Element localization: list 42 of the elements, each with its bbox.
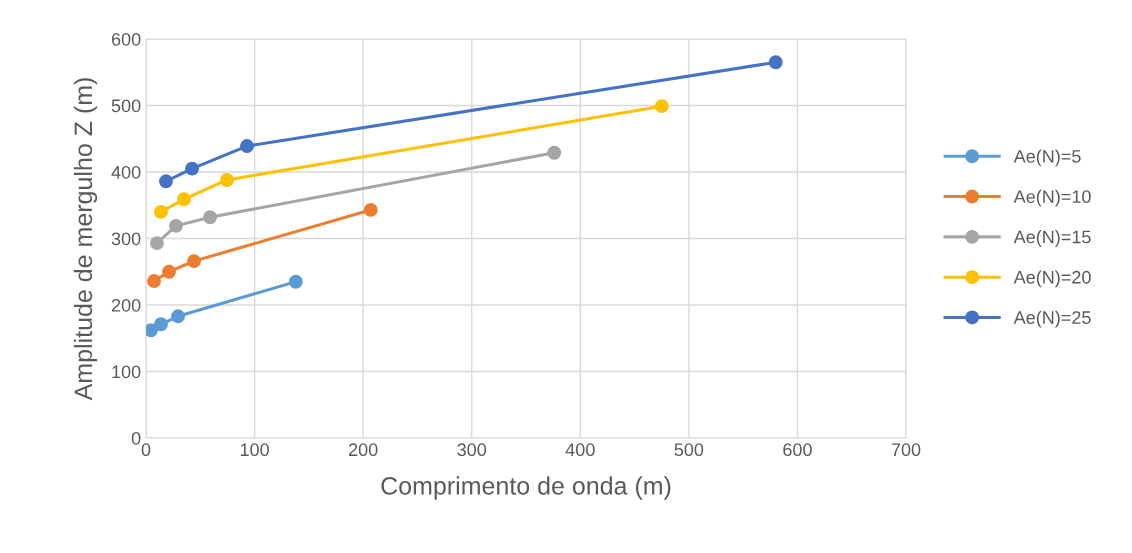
x-tick-label: 0	[141, 443, 151, 457]
point	[154, 204, 168, 219]
y-tick-label: 200	[111, 298, 141, 312]
point	[146, 323, 158, 338]
point	[240, 139, 254, 154]
legend-label: Ae(N)=20	[1013, 270, 1091, 288]
x-tick-label: 100	[240, 443, 269, 457]
y-tick-label: 300	[111, 232, 141, 246]
y-tick-label: 500	[111, 99, 141, 113]
point	[220, 173, 234, 187]
x-tick-label: 700	[891, 443, 921, 457]
x-tick-label: 600	[783, 443, 812, 457]
point	[547, 145, 562, 160]
point	[154, 317, 168, 332]
x-tick-label: 500	[674, 443, 704, 457]
x-tick-label: 400	[565, 443, 595, 457]
y-tick-label: 100	[112, 365, 141, 379]
legend-label: Ae(N)=5	[1013, 149, 1081, 167]
x-tick-label: 300	[457, 443, 487, 457]
y-tick-label: 0	[131, 431, 141, 445]
legend-label: Ae(N)=25	[1013, 310, 1091, 328]
point	[654, 99, 669, 114]
point	[363, 202, 378, 217]
point	[169, 218, 183, 233]
point	[162, 264, 176, 279]
point	[203, 210, 218, 225]
point	[150, 236, 164, 251]
point	[768, 55, 783, 70]
point	[187, 254, 201, 269]
point	[147, 274, 161, 289]
point	[288, 274, 303, 289]
legend-label: Ae(N)=10	[1013, 189, 1091, 207]
y-tick-label: 600	[111, 32, 141, 46]
y-axis-title: Amplitude de mergulho Z (m)	[73, 78, 98, 401]
y-tick-label: 400	[111, 165, 141, 179]
x-tick-label: 200	[348, 443, 378, 457]
point	[171, 309, 185, 324]
legend-label: Ae(N)=15	[1013, 230, 1091, 247]
x-axis-title: Comprimento de onda (m)	[381, 476, 671, 500]
point	[159, 174, 173, 189]
point	[185, 161, 199, 176]
point	[177, 192, 191, 207]
